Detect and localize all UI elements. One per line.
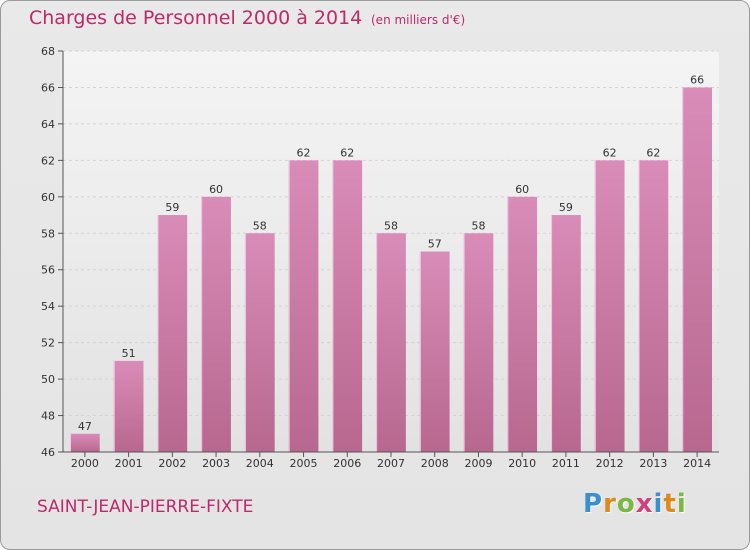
y-tick-label: 68 — [41, 45, 55, 58]
bar — [69, 433, 100, 452]
bar-value-label: 58 — [384, 219, 398, 232]
x-tick-label: 2004 — [246, 457, 274, 470]
bar — [463, 233, 494, 452]
chart-subtitle: (en milliers d'€) — [371, 13, 466, 27]
x-tick-label: 2002 — [158, 457, 186, 470]
y-tick-label: 46 — [41, 446, 55, 459]
x-tick-label: 2003 — [202, 457, 230, 470]
bar-value-label: 66 — [690, 73, 704, 86]
logo-letter: i — [653, 489, 664, 519]
bar-value-label: 58 — [253, 219, 267, 232]
bar — [376, 233, 406, 452]
bar-value-label: 57 — [428, 238, 442, 251]
bar-value-label: 60 — [515, 183, 529, 196]
bar-value-label: 47 — [78, 420, 92, 433]
bar — [551, 215, 581, 452]
bar — [332, 160, 363, 452]
y-tick-label: 50 — [41, 373, 55, 386]
x-tick-label: 2005 — [290, 457, 318, 470]
x-tick-label: 2000 — [71, 457, 99, 470]
y-tick-label: 62 — [41, 154, 55, 167]
bars: 47 51 59 60 58 62 62 58 57 58 60 59 62 62 66 — [69, 73, 713, 453]
logo-letter: t — [663, 489, 677, 519]
x-tick-label: 2008 — [421, 457, 449, 470]
bar-value-label: 60 — [209, 183, 223, 196]
logo-letter: i — [676, 489, 687, 519]
logo-letter: r — [603, 489, 617, 519]
x-tick-label: 2006 — [333, 457, 361, 470]
y-tick-label: 64 — [41, 118, 55, 131]
y-tick-label: 54 — [41, 300, 55, 313]
y-tick-label: 56 — [41, 264, 55, 277]
bar-value-label: 58 — [471, 219, 485, 232]
bar — [507, 196, 538, 452]
bar — [594, 160, 625, 452]
chart-title: Charges de Personnel 2000 à 2014 — [29, 7, 363, 29]
y-tick-label: 60 — [41, 191, 55, 204]
bar — [157, 215, 188, 452]
x-tick-label: 2012 — [596, 457, 624, 470]
bar — [419, 251, 450, 452]
bar — [638, 160, 669, 452]
y-tick-label: 48 — [41, 410, 55, 423]
bar-value-label: 62 — [646, 146, 660, 159]
bar-value-label: 59 — [559, 201, 573, 214]
bar-value-label: 51 — [122, 347, 136, 360]
bar-value-label: 62 — [297, 146, 311, 159]
x-tick-label: 2013 — [639, 457, 667, 470]
x-tick-label: 2010 — [508, 457, 536, 470]
x-tick-label: 2001 — [115, 457, 143, 470]
y-tick-label: 66 — [41, 81, 55, 94]
logo-letter: P — [583, 489, 604, 519]
bar-value-label: 62 — [603, 146, 617, 159]
x-axis: 2000 2001 2002 2003 2004 2005 2006 2007 2008 2009… — [63, 451, 719, 470]
x-tick-label: 2011 — [552, 457, 580, 470]
y-tick-label: 52 — [41, 337, 55, 350]
bar — [201, 196, 231, 452]
x-tick-label: 2007 — [377, 457, 405, 470]
bar — [288, 160, 319, 452]
bar-value-label: 62 — [340, 146, 354, 159]
bar — [244, 233, 275, 452]
bar-value-label: 59 — [165, 201, 179, 214]
bar — [682, 87, 713, 453]
x-tick-label: 2014 — [683, 457, 711, 470]
logo-letter: o — [616, 489, 636, 519]
proxiti-logo: Proxiti — [583, 489, 687, 519]
y-axis: 46 48 50 52 54 56 58 60 62 64 66 68 — [41, 45, 64, 459]
commune-name: SAINT-JEAN-PIERRE-FIXTE — [37, 497, 254, 517]
y-tick-label: 58 — [41, 227, 55, 240]
bar — [113, 360, 144, 452]
logo-letter: x — [635, 489, 654, 519]
x-tick-label: 2009 — [464, 457, 492, 470]
